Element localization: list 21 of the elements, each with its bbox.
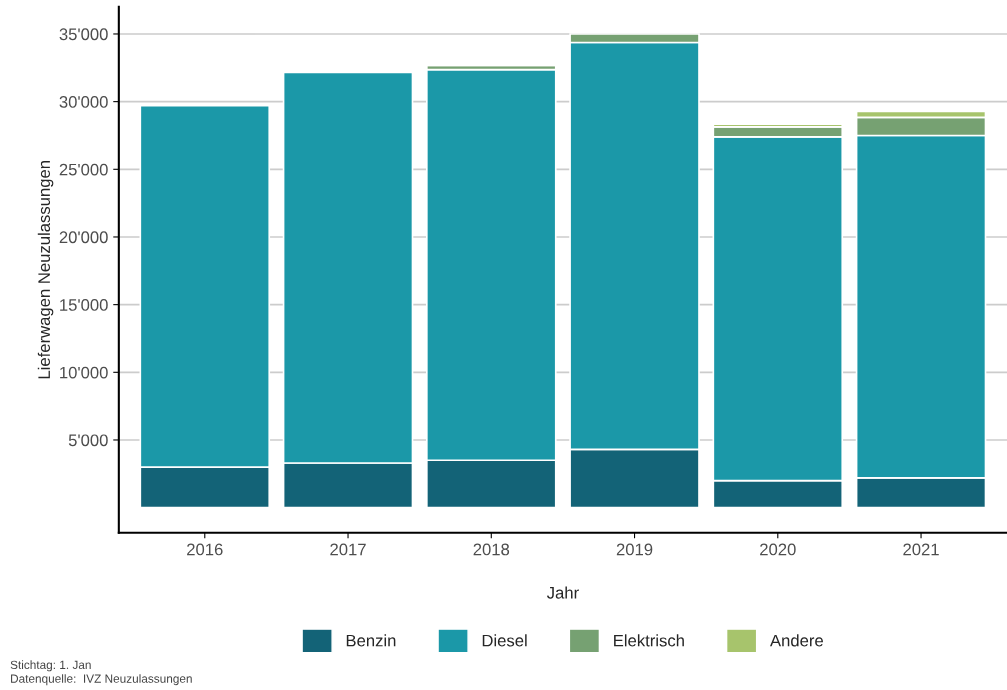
legend-label: Benzin (346, 634, 396, 647)
y-tick-label: 10'000 (60, 366, 108, 379)
y-axis-title: Lieferwagen Neuzulassungen (37, 161, 54, 379)
x-tick-label: 2017 (330, 543, 366, 556)
y-tick-label: 30'000 (59, 96, 108, 108)
y-tick-label: 35'000 (59, 28, 108, 41)
text: Stichtag: 1. Jan (10, 660, 91, 672)
y-tick-label: 20'000 (59, 231, 108, 244)
legend-label: Elektrisch (614, 634, 684, 647)
legend-label: Andere (770, 634, 823, 647)
y-tick-label: 15'000 (60, 299, 108, 311)
y-tick-label: 25'000 (59, 163, 108, 176)
text: Datenquelle: IVZ Neuzulassungen (11, 674, 192, 686)
x-tick-label: 2020 (760, 543, 796, 556)
x-tick-label: 2019 (616, 543, 653, 556)
x-tick-label: 2021 (903, 543, 939, 556)
x-axis-title: Jahr (546, 586, 579, 599)
legend-label: Diesel (482, 634, 527, 647)
y-tick-label: 5'000 (68, 434, 108, 447)
x-tick-label: 2016 (187, 543, 223, 556)
x-tick-label: 2018 (473, 543, 510, 556)
